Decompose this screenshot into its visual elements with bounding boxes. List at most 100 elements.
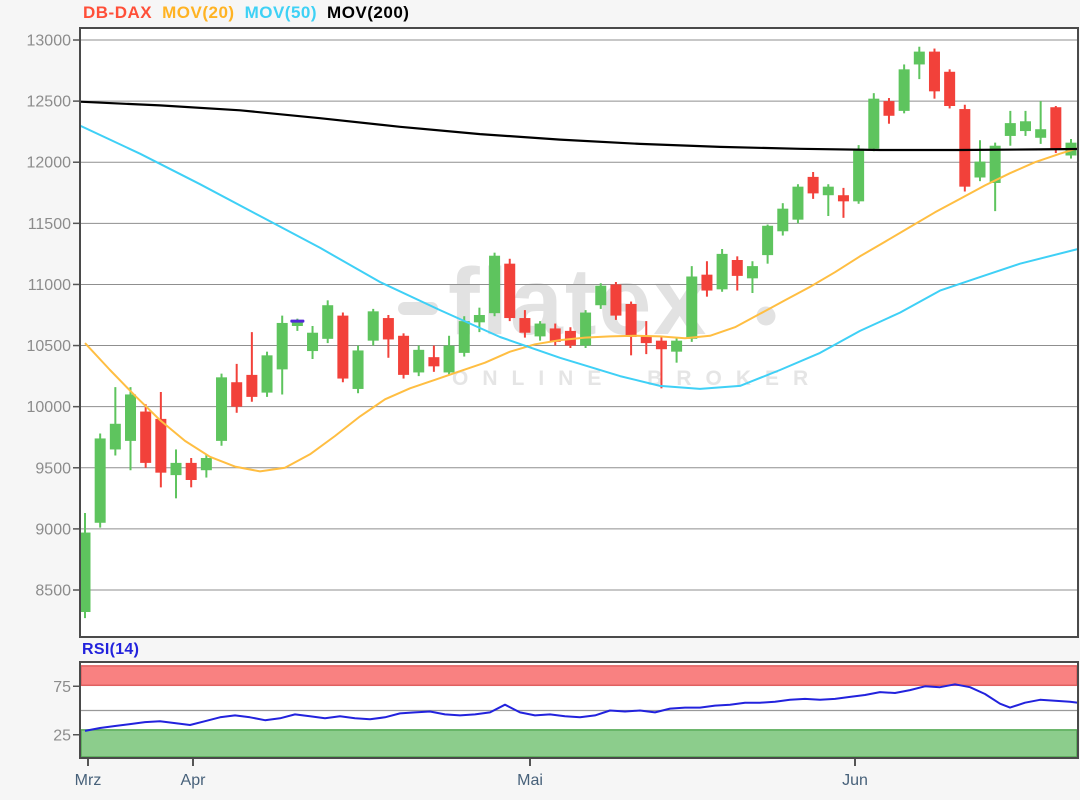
watermark-dash [398,302,438,315]
rsi-indicator-label: RSI(14) [82,641,140,658]
candle-body [382,318,394,340]
candle-body [549,328,561,342]
y-axis-label: 9000 [35,521,71,538]
candle-body [276,322,288,370]
y-axis-label: 12500 [27,94,72,111]
candle-body [625,304,637,337]
watermark-subtitle: ONLINE BROKER [452,367,822,390]
candle-body [367,311,379,341]
candle-body [443,345,455,373]
candle-body [291,322,303,326]
candle-body [640,335,652,344]
month-label: Apr [181,772,207,789]
candle-body [458,321,470,353]
rsi-oversold-band [80,729,1078,758]
candle-body [1035,129,1047,138]
candle-body [307,332,319,352]
candle-body [762,225,774,256]
y-axis-label: 12000 [27,155,72,172]
candle-body [185,462,197,480]
candle-body [125,394,137,441]
candle-body [489,255,501,314]
candle-body [428,357,440,367]
candle-body [822,186,834,196]
candle-body [216,377,228,441]
candle-body [246,374,258,397]
generated-chart-content: 13000 12500 12000 11500 11000 10500 10000 9500 9… [27,27,1079,789]
candle-body [473,315,485,323]
candle-body [1050,107,1062,150]
month-label: Jun [842,772,868,789]
candle-body [155,418,167,473]
candle-body [1004,123,1016,136]
rsi-axis-label: 75 [53,679,71,696]
candle-body [231,382,243,407]
candle-body [868,98,880,149]
candle-body [398,335,410,375]
rsi-panel-border [79,661,1079,759]
candle-body [534,323,546,337]
watermark-dot [756,306,776,326]
candle-body [989,145,1001,183]
event-marker [290,319,305,323]
month-label: Mai [517,772,543,789]
y-axis-label: 9500 [35,460,71,477]
candle-body [792,186,804,220]
legend-mov20: MOV(20) [162,3,235,22]
candle-body [898,69,910,111]
candle-body [519,318,531,333]
candle-body [109,423,121,450]
y-axis-label: 10500 [27,338,72,355]
candle-body [261,355,273,393]
y-axis-label: 8500 [35,583,71,600]
candle-body [701,274,713,291]
candle-body [853,148,865,202]
y-axis-label: 13000 [27,33,72,50]
candle-body [94,438,106,523]
y-axis-label: 10000 [27,399,72,416]
candle-body [959,109,971,187]
candle-body [686,276,698,339]
legend-mov50: MOV(50) [244,3,318,22]
candle-body [200,458,212,471]
candle-body [79,532,91,612]
main-panel-border [79,27,1079,638]
candle-body [716,253,728,290]
legend-instrument: DB-DAX [83,3,153,22]
candle-body [746,266,758,279]
mov200-line [79,100,1079,152]
candle-body [504,263,516,319]
candle-body [928,51,940,92]
candle-body [731,260,743,276]
candle-body [352,350,364,389]
candle-body [974,161,986,178]
main-panel-background [80,28,1078,637]
rsi-overbought-band [80,665,1078,687]
y-axis-label: 11000 [28,277,71,294]
candle-body [580,312,592,346]
rsi-axis-label: 25 [53,727,71,744]
candle-body [777,208,789,232]
mov20-line [84,147,1079,473]
candle-body [322,305,334,339]
candle-body [337,315,349,379]
candle-body [655,340,667,350]
candle-body [140,411,152,463]
candle-body [671,340,683,352]
candle-body [913,51,925,65]
y-axis-label: 11500 [28,216,71,233]
candle-body [837,195,849,202]
candle-body [1019,121,1031,132]
rsi-line [84,683,1079,732]
candle-body [170,462,182,476]
chart-legend: DB-DAX MOV(20) MOV(50) MOV(200) [83,3,409,23]
candle-body [883,101,895,116]
mov50-line [79,124,1079,390]
month-label: Mrz [75,772,102,789]
candle-body [595,285,607,306]
candle-body [944,71,956,106]
candle-body [413,349,425,373]
candle-body [807,176,819,194]
